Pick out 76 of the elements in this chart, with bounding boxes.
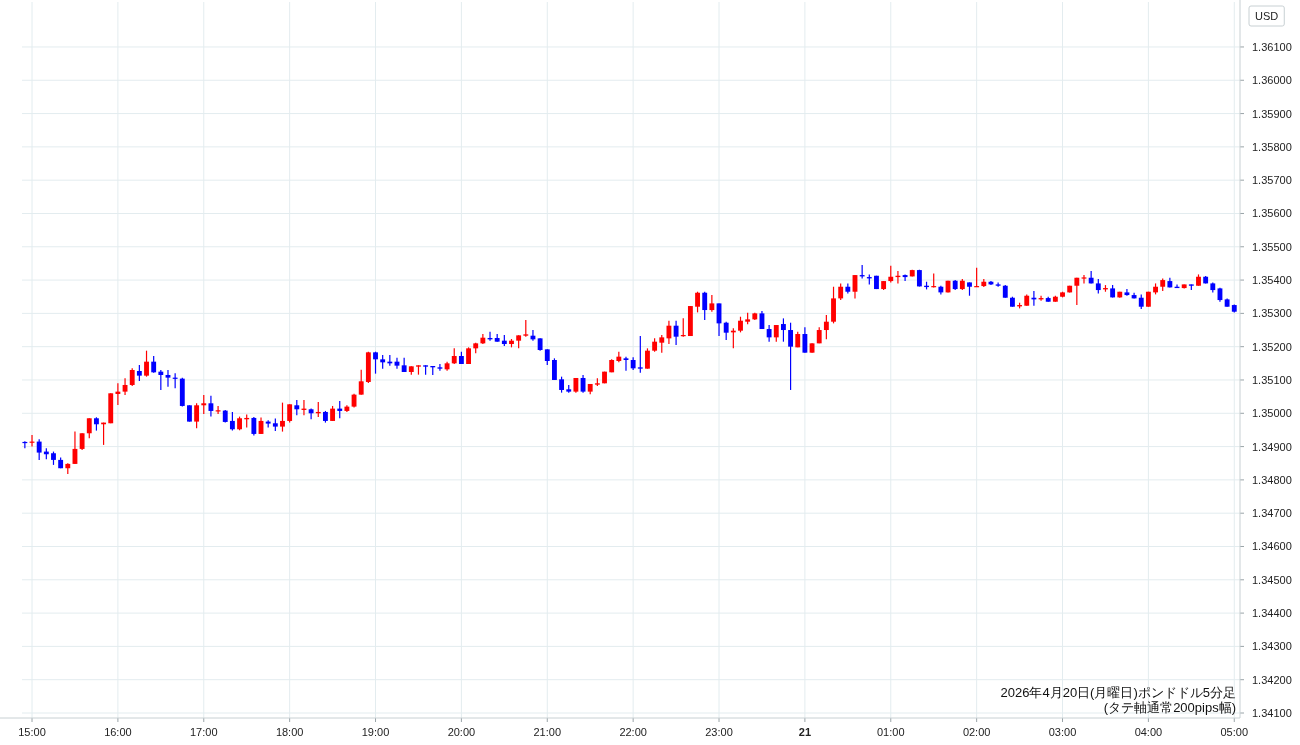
- y-axis-title: USD: [1255, 10, 1279, 22]
- candlestick: [1124, 288, 1130, 297]
- candlestick: [36, 438, 42, 461]
- candlestick: [788, 322, 794, 391]
- y-tick-label: 1.35100: [1252, 373, 1292, 386]
- candlestick: [165, 369, 171, 388]
- x-tick-label: 05:00: [1220, 726, 1249, 738]
- candlestick: [695, 291, 700, 313]
- candlestick: [709, 294, 715, 313]
- candlestick: [86, 417, 92, 439]
- candlestick: [995, 281, 1001, 288]
- candlestick: [823, 314, 829, 340]
- y-tick-label: 1.34400: [1252, 607, 1292, 620]
- y-tick-label: 1.34200: [1252, 673, 1292, 686]
- candlestick: [723, 321, 729, 341]
- x-tick-label: 17:00: [190, 726, 218, 738]
- y-tick-label: 1.35000: [1252, 407, 1292, 420]
- candlestick: [201, 394, 207, 415]
- y-tick-label: 1.36100: [1252, 40, 1292, 53]
- candlestick: [208, 395, 214, 418]
- candlestick: [637, 335, 643, 374]
- candlestick: [280, 402, 285, 433]
- x-tick-label: 23:00: [705, 726, 733, 738]
- candlestick: [766, 324, 772, 343]
- candlestick: [358, 369, 364, 396]
- candlestick: [287, 403, 293, 424]
- candlestick: [158, 369, 164, 391]
- y-tick-label: 1.34900: [1252, 440, 1292, 453]
- candlestick: [144, 350, 149, 378]
- y-tick-label: 1.35400: [1252, 274, 1292, 287]
- y-tick-label: 1.35500: [1252, 240, 1292, 253]
- candlestick: [308, 408, 314, 420]
- candlestick: [115, 382, 121, 406]
- candlestick: [645, 347, 650, 370]
- candlestick: [623, 356, 629, 372]
- x-tick-label: 01:00: [877, 726, 905, 738]
- x-tick-label: 04:00: [1134, 726, 1163, 738]
- x-tick-label: 16:00: [104, 726, 132, 738]
- y-tick-label: 1.35700: [1252, 174, 1292, 187]
- candlestick: [831, 286, 836, 324]
- x-tick-label: 02:00: [962, 726, 991, 738]
- y-tick-label: 1.34800: [1252, 473, 1292, 486]
- x-tick-label: 03:00: [1048, 726, 1077, 738]
- candlestick: [902, 273, 908, 282]
- y-tick-label: 1.34600: [1252, 540, 1292, 553]
- x-tick-label: 21:00: [533, 726, 562, 738]
- x-tick-label: 18:00: [275, 726, 304, 738]
- y-tick-label: 1.34500: [1252, 573, 1292, 586]
- candlestick: [552, 357, 557, 381]
- y-tick-label: 1.36000: [1252, 74, 1292, 87]
- y-tick-label: 1.35900: [1252, 107, 1292, 120]
- x-tick-label: 21: [798, 726, 812, 738]
- candlestick: [194, 402, 200, 429]
- candlestick: [437, 363, 443, 372]
- x-tick-label: 15:00: [18, 726, 46, 738]
- y-tick-label: 1.35800: [1252, 140, 1292, 153]
- candlestick: [802, 326, 808, 354]
- candlestick: [781, 317, 786, 343]
- y-tick-label: 1.35200: [1252, 340, 1292, 353]
- annotation: 2026年4月20日(月曜日)ポンドドル5分足: [1000, 685, 1236, 700]
- x-tick-label: 22:00: [619, 726, 647, 738]
- y-tick-label: 1.34100: [1252, 707, 1292, 719]
- candlestick: [702, 291, 708, 321]
- candlestick: [229, 411, 235, 432]
- x-tick-label: 19:00: [361, 726, 390, 738]
- y-tick-label: 1.34300: [1252, 640, 1292, 653]
- y-tick-label: 1.35300: [1252, 307, 1292, 320]
- y-tick-label: 1.35600: [1252, 207, 1292, 220]
- candlestick: [1074, 277, 1080, 306]
- candlestick: [1081, 274, 1087, 284]
- x-tick-label: 20:00: [447, 726, 476, 738]
- annotation: (タテ軸通常200pips幅): [1103, 700, 1236, 715]
- candlestick: [251, 416, 257, 437]
- candlestick: [666, 320, 672, 345]
- y-tick-label: 1.34700: [1252, 507, 1292, 520]
- candlestick: [673, 320, 679, 346]
